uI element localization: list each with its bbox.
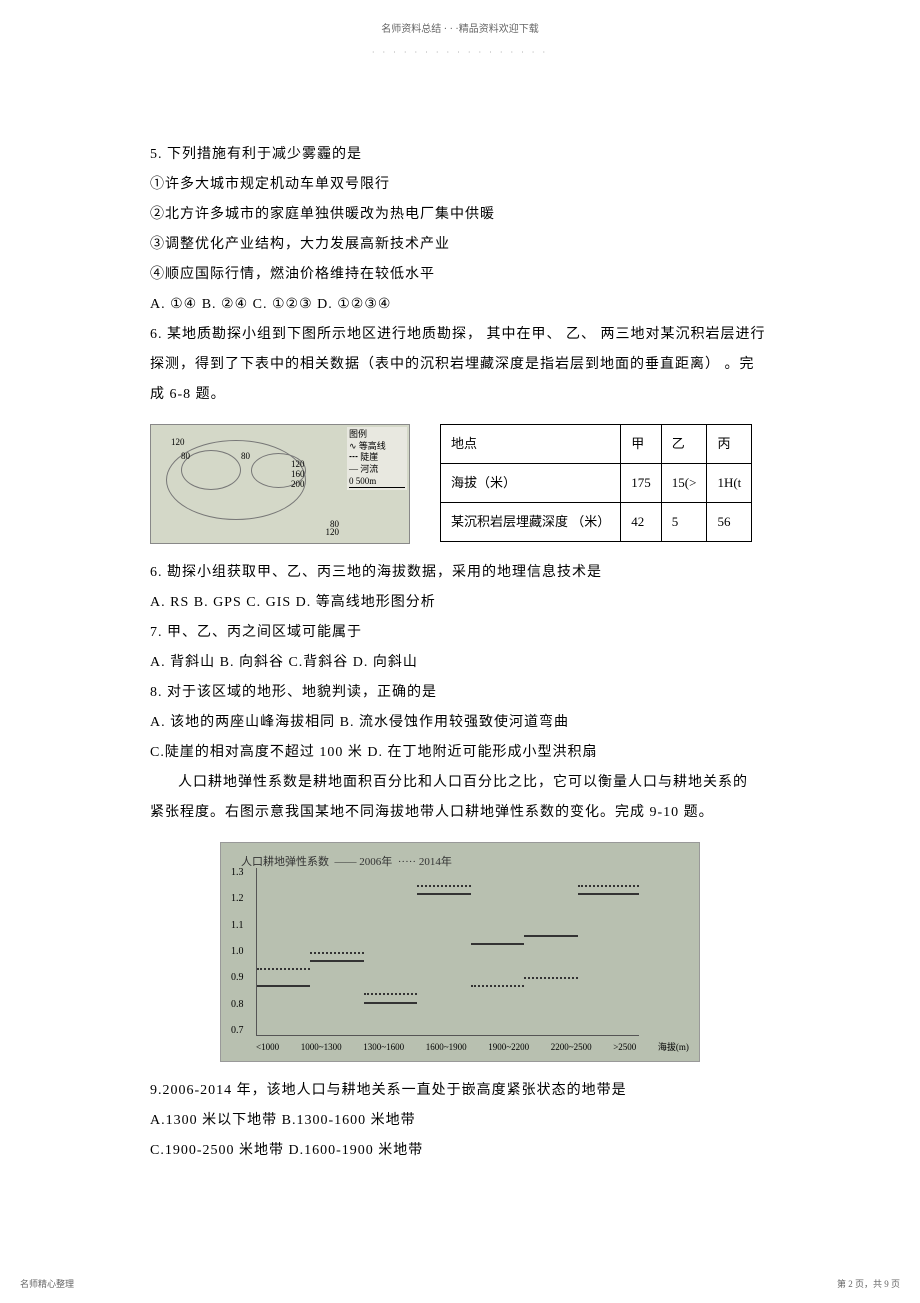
chart-line: [364, 1002, 417, 1004]
table-row: 某沉积岩层埋藏深度 （米） 42 5 56: [441, 503, 752, 542]
q8-choiceA: A. 该地的两座山峰海拔相同 B. 流水侵蚀作用较强致使河道弯曲: [150, 709, 770, 737]
q6intro-line2: 探测，得到了下表中的相关数据（表中的沉积岩埋藏深度是指岩层到地面的垂直距离） 。…: [150, 351, 770, 379]
td-elevation-bing: 1H(t: [707, 464, 752, 503]
ylabel: 1.1: [231, 916, 256, 936]
chart-xaxis: <1000 1000~1300 1300~1600 1600~1900 1900…: [256, 1038, 689, 1056]
ylabel: 0.8: [231, 995, 256, 1015]
contour-map-image: 120 80 80 120 160 200 80 120 图例 ∿ 等高线 ┅ …: [150, 424, 410, 544]
q6intro-line1: 6. 某地质勘探小组到下图所示地区进行地质勘探， 其中在甲、 乙、 两三地对某沉…: [150, 321, 770, 349]
legend-scale: 0 500m: [349, 476, 405, 489]
chart-line: [524, 935, 577, 937]
xlabel: 1600~1900: [426, 1038, 467, 1056]
map-table-row: 120 80 80 120 160 200 80 120 图例 ∿ 等高线 ┅ …: [150, 424, 770, 544]
q5-opt2: ②北方许多城市的家庭单独供暖改为热电厂集中供暖: [150, 201, 770, 229]
td-depth-jia: 42: [621, 503, 662, 542]
q9-title: 9.2006-2014 年，该地人口与耕地关系一直处于嵌高度紧张状态的地带是: [150, 1077, 770, 1105]
th-bing: 丙: [707, 425, 752, 464]
td-elevation-label: 海拔（米）: [441, 464, 621, 503]
header-dots: · · · · · · · · · · · · · · · · ·: [150, 45, 770, 61]
legend-item1: ∿ 等高线: [349, 441, 405, 453]
chart-line-dotted: [310, 952, 363, 954]
xlabel: >2500: [613, 1038, 636, 1056]
chart-yaxis: 1.3 1.2 1.1 1.0 0.9 0.8 0.7: [231, 863, 256, 1041]
q6-choices: A. RS B. GPS C. GIS D. 等高线地形图分析: [150, 589, 770, 617]
map-label-80b: 80: [241, 447, 250, 465]
chart-line-dotted: [417, 885, 470, 887]
chart-line: [417, 893, 470, 895]
xlabel: 1900~2200: [488, 1038, 529, 1056]
xlabel: <1000: [256, 1038, 279, 1056]
table-header-row: 地点 甲 乙 丙: [441, 425, 752, 464]
th-yi: 乙: [661, 425, 707, 464]
chart-line-dotted: [578, 885, 639, 887]
chart-line: [471, 943, 524, 945]
header-note: 名师资料总结 · · ·精品资料欢迎下载: [150, 20, 770, 40]
map-label-120c: 120: [326, 523, 340, 541]
legend-item2: ┅ 陡崖: [349, 452, 405, 464]
xunit: 海拔(m): [658, 1038, 689, 1056]
table-row: 海拔（米） 175 15(> 1H(t: [441, 464, 752, 503]
q5-opt4: ④顺应国际行情，燃油价格维持在较低水平: [150, 261, 770, 289]
xlabel: 1300~1600: [363, 1038, 404, 1056]
data-table: 地点 甲 乙 丙 海拔（米） 175 15(> 1H(t 某沉积岩层埋藏深度 （…: [440, 424, 752, 542]
q9intro-line2: 紧张程度。右图示意我国某地不同海拔地带人口耕地弹性系数的变化。完成 9-10 题…: [150, 799, 770, 827]
chart-line-dotted: [364, 993, 417, 995]
chart-line: [257, 985, 310, 987]
ylabel: 0.7: [231, 1021, 256, 1041]
q7-choices: A. 背斜山 B. 向斜谷 C.背斜谷 D. 向斜山: [150, 649, 770, 677]
q8-title: 8. 对于该区域的地形、地貌判读，正确的是: [150, 679, 770, 707]
td-depth-yi: 5: [661, 503, 707, 542]
xlabel: 1000~1300: [301, 1038, 342, 1056]
q7-title: 7. 甲、乙、丙之间区域可能属于: [150, 619, 770, 647]
map-label-80: 80: [181, 447, 190, 465]
td-depth-label: 某沉积岩层埋藏深度 （米）: [441, 503, 621, 542]
ylabel: 0.9: [231, 968, 256, 988]
footer-left: 名师精心整理: [20, 1275, 74, 1293]
map-label-200: 200: [291, 475, 305, 493]
th-jia: 甲: [621, 425, 662, 464]
q6-title: 6. 勘探小组获取甲、乙、丙三地的海拔数据，采用的地理信息技术是: [150, 559, 770, 587]
q9intro-line1: 人口耕地弹性系数是耕地面积百分比和人口百分比之比，它可以衡量人口与耕地关系的: [150, 769, 770, 797]
ylabel: 1.2: [231, 889, 256, 909]
chart-line-dotted: [524, 977, 577, 979]
q8-choiceC: C.陡崖的相对高度不超过 100 米 D. 在丁地附近可能形成小型洪积扇: [150, 739, 770, 767]
legend-title: 图例: [349, 429, 405, 441]
q5-opt1: ①许多大城市规定机动车单双号限行: [150, 171, 770, 199]
td-depth-bing: 56: [707, 503, 752, 542]
q9-choiceA: A.1300 米以下地带 B.1300-1600 米地带: [150, 1107, 770, 1135]
map-legend: 图例 ∿ 等高线 ┅ 陡崖 — 河流 0 500m: [347, 427, 407, 490]
chart-line: [310, 960, 363, 962]
chart-line: [578, 893, 639, 895]
chart-axes: [256, 868, 639, 1036]
xlabel: 2200~2500: [551, 1038, 592, 1056]
ylabel: 1.3: [231, 863, 256, 883]
q5-opt3: ③调整优化产业结构，大力发展高新技术产业: [150, 231, 770, 259]
q5-choices: A. ①④ B. ②④ C. ①②③ D. ①②③④: [150, 291, 770, 319]
legend-item3: — 河流: [349, 464, 405, 476]
chart-line-dotted: [471, 985, 524, 987]
q9-choiceC: C.1900-2500 米地带 D.1600-1900 米地带: [150, 1137, 770, 1165]
ylabel: 1.0: [231, 942, 256, 962]
chart-line-dotted: [257, 968, 310, 970]
td-elevation-yi: 15(>: [661, 464, 707, 503]
main-content: 5. 下列措施有利于减少雾霾的是 ①许多大城市规定机动车单双号限行 ②北方许多城…: [150, 141, 770, 1165]
th-location: 地点: [441, 425, 621, 464]
elasticity-chart: 人口耕地弹性系数 —— 2006年 ····· 2014年 1.3 1.2 1.…: [220, 842, 700, 1062]
td-elevation-jia: 175: [621, 464, 662, 503]
q6intro-line3: 成 6-8 题。: [150, 381, 770, 409]
q5-title: 5. 下列措施有利于减少雾霾的是: [150, 141, 770, 169]
footer-right: 第 2 页，共 9 页: [837, 1275, 900, 1293]
